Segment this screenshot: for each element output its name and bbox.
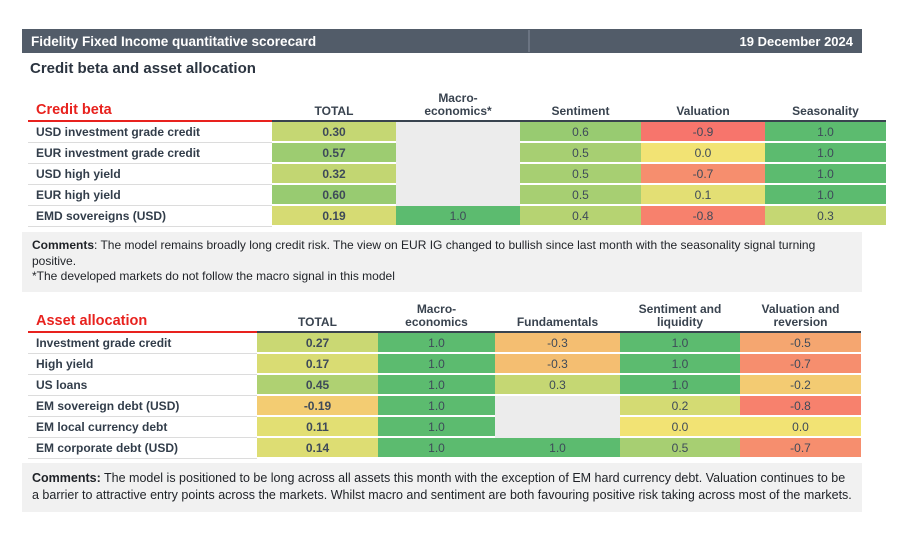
column-header: TOTAL — [272, 92, 396, 122]
score-cell: 1.0 — [620, 375, 740, 396]
credit-beta-table: Credit beta TOTAL Macro- economics* Sentime… — [28, 92, 886, 227]
comments-body: : The model remains broadly long credit … — [32, 238, 816, 268]
score-cell: 0.3 — [495, 375, 620, 396]
score-cell: 0.0 — [620, 417, 740, 438]
score-cell: 0.6 — [520, 122, 641, 143]
row-label: USD investment grade credit — [28, 122, 272, 143]
comments-label: Comments: — [32, 471, 101, 485]
row-label: EM corporate debt (USD) — [28, 438, 257, 459]
asset-allocation-comments: Comments: The model is positioned to be … — [22, 463, 862, 512]
score-cell: -0.7 — [641, 164, 765, 185]
score-cell: 0.30 — [272, 122, 396, 143]
score-cell: -0.3 — [495, 354, 620, 375]
score-cell: 1.0 — [765, 164, 886, 185]
asset-allocation-table: Asset allocation TOTAL Macro- economics Fun… — [28, 295, 861, 459]
score-cell: 1.0 — [396, 206, 520, 227]
column-header: TOTAL — [257, 295, 378, 333]
score-cell: 0.0 — [740, 417, 861, 438]
row-label: EUR high yield — [28, 185, 272, 206]
score-cell: -0.8 — [740, 396, 861, 417]
score-cell: -0.8 — [641, 206, 765, 227]
score-cell — [396, 143, 520, 164]
asset-allocation-comments-text: Comments: The model is positioned to be … — [32, 470, 852, 504]
column-header: Macro- economics — [378, 295, 495, 333]
score-cell: 0.60 — [272, 185, 396, 206]
column-header: Macro- economics* — [396, 92, 520, 122]
row-label: US loans — [28, 375, 257, 396]
comments-body: The model is positioned to be long acros… — [32, 471, 852, 502]
row-label: USD high yield — [28, 164, 272, 185]
score-cell: 0.14 — [257, 438, 378, 459]
score-cell — [396, 185, 520, 206]
score-cell: 0.1 — [641, 185, 765, 206]
score-cell: -0.7 — [740, 438, 861, 459]
score-cell: 0.19 — [272, 206, 396, 227]
row-label: Investment grade credit — [28, 333, 257, 354]
score-cell: 1.0 — [495, 438, 620, 459]
row-label: EUR investment grade credit — [28, 143, 272, 164]
score-cell — [495, 417, 620, 438]
score-cell: 0.17 — [257, 354, 378, 375]
score-cell: 0.5 — [520, 185, 641, 206]
column-header: Valuation and reversion — [740, 295, 861, 333]
row-label: EM sovereign debt (USD) — [28, 396, 257, 417]
score-cell: -0.2 — [740, 375, 861, 396]
score-cell: 0.5 — [620, 438, 740, 459]
score-cell: 1.0 — [378, 333, 495, 354]
score-cell: 0.32 — [272, 164, 396, 185]
score-cell: 1.0 — [620, 354, 740, 375]
score-cell: 0.4 — [520, 206, 641, 227]
score-cell: 0.0 — [641, 143, 765, 164]
score-cell: 1.0 — [378, 396, 495, 417]
score-cell — [495, 396, 620, 417]
report-date: 19 December 2024 — [739, 33, 853, 49]
score-cell: 0.2 — [620, 396, 740, 417]
score-cell: 1.0 — [378, 438, 495, 459]
column-header: Seasonality — [765, 92, 886, 122]
score-cell: 0.45 — [257, 375, 378, 396]
score-cell: 0.5 — [520, 164, 641, 185]
title-bar-divider — [528, 30, 530, 52]
row-label: High yield — [28, 354, 257, 375]
credit-beta-comments-text: Comments: The model remains broadly long… — [32, 238, 852, 269]
page-title: Credit beta and asset allocation — [30, 60, 256, 77]
score-cell: 0.11 — [257, 417, 378, 438]
score-cell: 1.0 — [765, 185, 886, 206]
score-cell: -0.9 — [641, 122, 765, 143]
score-cell: 1.0 — [378, 417, 495, 438]
score-cell: -0.19 — [257, 396, 378, 417]
row-label: EM local currency debt — [28, 417, 257, 438]
comments-label: Comments — [32, 238, 95, 252]
score-cell: 0.5 — [520, 143, 641, 164]
column-header: Sentiment — [520, 92, 641, 122]
score-cell: 1.0 — [378, 354, 495, 375]
column-header: Fundamentals — [495, 295, 620, 333]
score-cell: -0.7 — [740, 354, 861, 375]
row-label: EMD sovereigns (USD) — [28, 206, 272, 227]
credit-beta-comments: Comments: The model remains broadly long… — [22, 232, 862, 292]
report-title-bar: Fidelity Fixed Income quantitative score… — [22, 29, 862, 53]
score-cell: 1.0 — [378, 375, 495, 396]
score-cell: 1.0 — [765, 143, 886, 164]
score-cell: 1.0 — [765, 122, 886, 143]
report-title: Fidelity Fixed Income quantitative score… — [31, 33, 317, 49]
score-cell: 0.3 — [765, 206, 886, 227]
score-cell: -0.3 — [495, 333, 620, 354]
table-title: Credit beta — [28, 92, 272, 122]
score-cell: 0.27 — [257, 333, 378, 354]
table-title: Asset allocation — [28, 295, 257, 333]
score-cell — [396, 164, 520, 185]
score-cell: 1.0 — [620, 333, 740, 354]
column-header: Valuation — [641, 92, 765, 122]
score-cell: 0.57 — [272, 143, 396, 164]
credit-beta-footnote: *The developed markets do not follow the… — [32, 269, 395, 283]
score-cell: -0.5 — [740, 333, 861, 354]
column-header: Sentiment and liquidity — [620, 295, 740, 333]
score-cell — [396, 122, 520, 143]
